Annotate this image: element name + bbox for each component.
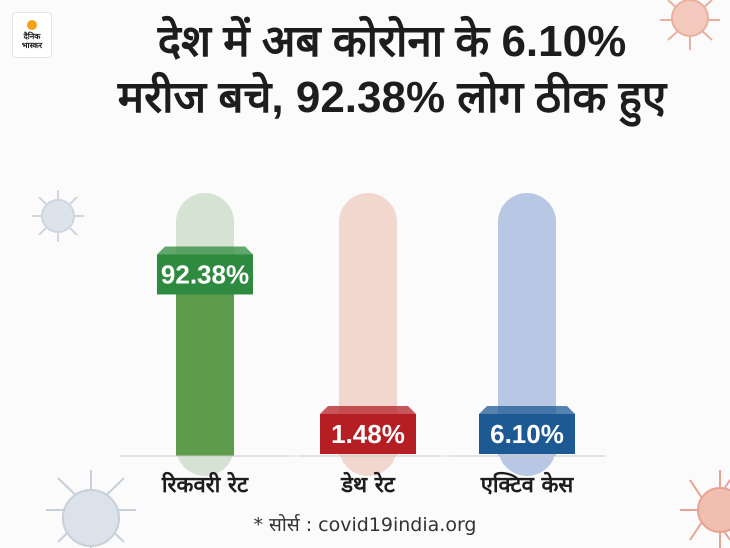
logo-line-1: दैनिक [23,32,41,41]
category-label: रिकवरी रेट [161,471,249,498]
category-label: एक्टिव केस [480,471,575,498]
label-tag-fold [479,406,575,414]
bar-track [339,193,397,476]
category-label: डेथ रेट [340,471,395,498]
virus-icon [46,470,136,548]
virus-icon [32,190,84,242]
virus-icon [680,470,730,548]
logo-line-2: भास्कर [21,41,43,50]
data-label: 1.48% [331,419,405,449]
label-tag [479,414,575,454]
label-tag [320,414,416,454]
virus-icon [660,0,720,50]
bar-track [498,193,556,476]
label-tag [157,254,253,295]
data-label: 6.10% [490,419,564,449]
page-title: देश में अब कोरोना के 6.10% मरीज बचे, 92.… [62,14,722,126]
data-label: 92.38% [161,259,249,289]
label-tag-fold [157,246,253,255]
sun-icon [27,20,37,30]
label-tag-fold [320,406,416,414]
title-line-1: देश में अब कोरोना के 6.10% [157,17,627,66]
brand-logo: दैनिक भास्कर [12,12,52,58]
source-note: * सोर्स : covid19india.org [253,514,477,536]
title-line-2: मरीज बचे, 92.38% लोग ठीक हुए [117,73,667,122]
